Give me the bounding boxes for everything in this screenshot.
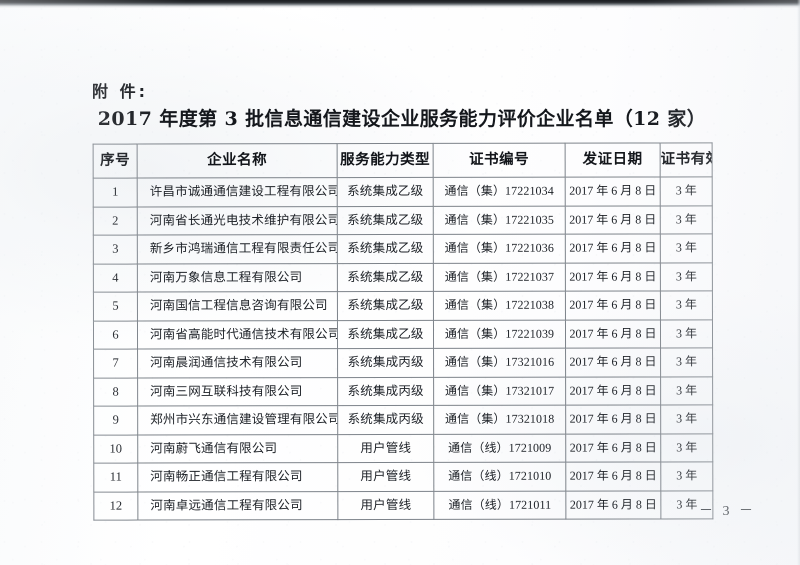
cell-cert-no: 通信（集）17321017	[433, 376, 566, 406]
cell-name: 许昌市诚通通信建设工程有限公司	[137, 177, 338, 207]
cell-validity: 3 年	[660, 347, 713, 377]
table-row: 10 河南蔚飞通信有限公司 用户管线 通信（线）1721009 2017 年 6 月 8…	[93, 433, 713, 464]
cell-cert-no: 通信（集）17221034	[433, 177, 566, 206]
cell-validity: 3 年	[660, 461, 713, 491]
cell-cert-no: 通信（线）1721011	[433, 490, 566, 520]
cell-type: 用户管线	[337, 462, 434, 492]
cell-name: 河南万象信息工程有限公司	[137, 263, 338, 293]
column-header-cert-no: 证书编号	[433, 143, 566, 178]
table-row: 12 河南卓远通信工程有限公司 用户管线 通信（线）1721011 2017 年 6 月…	[93, 490, 713, 521]
cell-no: 6	[93, 320, 138, 350]
cell-name: 新乡市鸿瑞通信工程有限责任公司	[137, 234, 338, 264]
column-header-no: 序号	[93, 144, 138, 179]
cell-no: 8	[93, 377, 138, 407]
cell-cert-no: 通信（集）17321018	[433, 405, 566, 434]
table-row: 1 许昌市诚通通信建设工程有限公司 系统集成乙级 通信（集）17221034 2017 …	[93, 176, 713, 207]
cell-cert-no: 通信（集）17221036	[433, 234, 566, 263]
cell-no: 5	[93, 292, 138, 321]
cell-issue-date: 2017 年 6 月 8 日	[565, 262, 661, 292]
cell-no: 3	[93, 235, 138, 264]
cell-cert-no: 通信（集）17221037	[433, 262, 566, 292]
cell-name: 河南省长通光电技术维护有限公司	[137, 206, 338, 236]
table-row: 6 河南省高能时代通信技术有限公司 系统集成乙级 通信（集）17221039 2017 …	[93, 319, 713, 350]
cell-name: 河南国信工程信息咨询有限公司	[137, 291, 338, 321]
cell-issue-date: 2017 年 6 月 8 日	[565, 347, 661, 377]
cell-cert-no: 通信（集）17221038	[433, 291, 566, 320]
cell-type: 系统集成乙级	[337, 262, 434, 292]
table-row: 2 河南省长通光电技术维护有限公司 系统集成乙级 通信（集）17221035 2017 …	[93, 205, 713, 236]
cell-no: 1	[93, 178, 138, 207]
cell-validity: 3 年	[660, 319, 713, 348]
page-title: 2017 年度第 3 批信息通信建设企业服务能力评价企业名单（12 家）	[97, 108, 707, 130]
cell-validity: 3 年	[660, 176, 713, 206]
cell-no: 12	[93, 491, 138, 521]
cell-type: 系统集成乙级	[337, 177, 434, 207]
cell-validity: 3 年	[660, 433, 713, 462]
cell-type: 系统集成乙级	[337, 319, 434, 349]
cell-name: 河南蔚飞通信有限公司	[137, 434, 338, 464]
page-number: － 3 －	[699, 504, 756, 519]
table-row: 5 河南国信工程信息咨询有限公司 系统集成乙级 通信（集）17221038 2017 年…	[93, 290, 713, 321]
cell-no: 7	[93, 349, 138, 378]
cell-validity: 3 年	[660, 233, 713, 263]
cell-cert-no: 通信（线）1721009	[433, 433, 566, 463]
cell-issue-date: 2017 年 6 月 8 日	[565, 205, 661, 235]
scanner-edge-right	[797, 0, 800, 565]
column-header-issue-date: 发证日期	[565, 142, 661, 178]
cell-validity: 3 年	[660, 290, 713, 320]
cell-validity: 3 年	[660, 205, 713, 234]
cell-cert-no: 通信（集）17221039	[433, 319, 566, 349]
cell-type: 用户管线	[337, 490, 434, 520]
cell-no: 4	[93, 263, 138, 293]
scanner-edge-top	[0, 0, 800, 8]
table-row: 4 河南万象信息工程有限公司 系统集成乙级 通信（集）17221037 2017 年 6…	[93, 262, 713, 293]
cell-type: 系统集成丙级	[337, 348, 434, 378]
cell-type: 系统集成乙级	[337, 234, 434, 264]
cell-issue-date: 2017 年 6 月 8 日	[565, 290, 661, 320]
cell-cert-no: 通信（集）17321016	[433, 348, 566, 377]
cell-validity: 3 年	[660, 404, 713, 434]
cell-type: 系统集成乙级	[337, 291, 434, 321]
cell-name: 河南晨润通信技术有限公司	[137, 348, 338, 378]
cell-issue-date: 2017 年 6 月 8 日	[565, 319, 661, 349]
table-row: 9 郑州市兴东通信建设管理有限公司 系统集成丙级 通信（集）17321018 2017 …	[93, 404, 713, 435]
cell-name: 河南畅正通信工程有限公司	[137, 462, 338, 492]
cell-cert-no: 通信（线）1721010	[433, 462, 566, 491]
cell-type: 系统集成丙级	[337, 405, 434, 435]
table-row: 8 河南三网互联科技有限公司 系统集成丙级 通信（集）17321017 2017 年 6…	[93, 376, 713, 407]
table-header-row: 序号 企业名称 服务能力类型 证书编号 发证日期 证书有效期	[93, 142, 713, 179]
cell-name: 河南三网互联科技有限公司	[137, 377, 338, 407]
cell-type: 系统集成乙级	[337, 205, 434, 235]
cell-issue-date: 2017 年 6 月 8 日	[565, 490, 661, 520]
table-body: 1 许昌市诚通通信建设工程有限公司 系统集成乙级 通信（集）17221034 2017 …	[93, 176, 713, 521]
cell-validity: 3 年	[660, 376, 713, 405]
table-row: 3 新乡市鸿瑞通信工程有限责任公司 系统集成乙级 通信（集）17221036 2017 …	[93, 233, 713, 264]
cell-no: 11	[93, 463, 138, 492]
column-header-validity: 证书有效期	[660, 142, 713, 177]
cell-issue-date: 2017 年 6 月 8 日	[565, 461, 661, 491]
certificate-table: 序号 企业名称 服务能力类型 证书编号 发证日期 证书有效期 1 许昌市诚通通信建…	[93, 142, 714, 521]
table-row: 11 河南畅正通信工程有限公司 用户管线 通信（线）1721010 2017 年 6 月…	[93, 461, 713, 492]
cell-name: 河南省高能时代通信技术有限公司	[137, 320, 338, 350]
cell-issue-date: 2017 年 6 月 8 日	[565, 376, 661, 406]
table-row: 7 河南晨润通信技术有限公司 系统集成丙级 通信（集）17321016 2017 年 6…	[93, 347, 713, 378]
cell-issue-date: 2017 年 6 月 8 日	[565, 176, 661, 206]
cell-no: 9	[93, 406, 138, 435]
cell-issue-date: 2017 年 6 月 8 日	[565, 433, 661, 463]
column-header-name: 企业名称	[137, 143, 338, 179]
column-header-type: 服务能力类型	[337, 143, 434, 178]
cell-type: 系统集成丙级	[337, 376, 434, 406]
cell-name: 郑州市兴东通信建设管理有限公司	[137, 405, 338, 435]
attachment-label: 附 件:	[92, 82, 148, 101]
cell-issue-date: 2017 年 6 月 8 日	[565, 233, 661, 263]
cell-validity: 3 年	[660, 262, 713, 291]
cell-type: 用户管线	[337, 433, 434, 463]
cell-no: 10	[93, 434, 138, 464]
cell-name: 河南卓远通信工程有限公司	[137, 491, 338, 521]
cell-no: 2	[93, 206, 138, 236]
cell-issue-date: 2017 年 6 月 8 日	[565, 404, 661, 434]
cell-cert-no: 通信（集）17221035	[433, 205, 566, 235]
